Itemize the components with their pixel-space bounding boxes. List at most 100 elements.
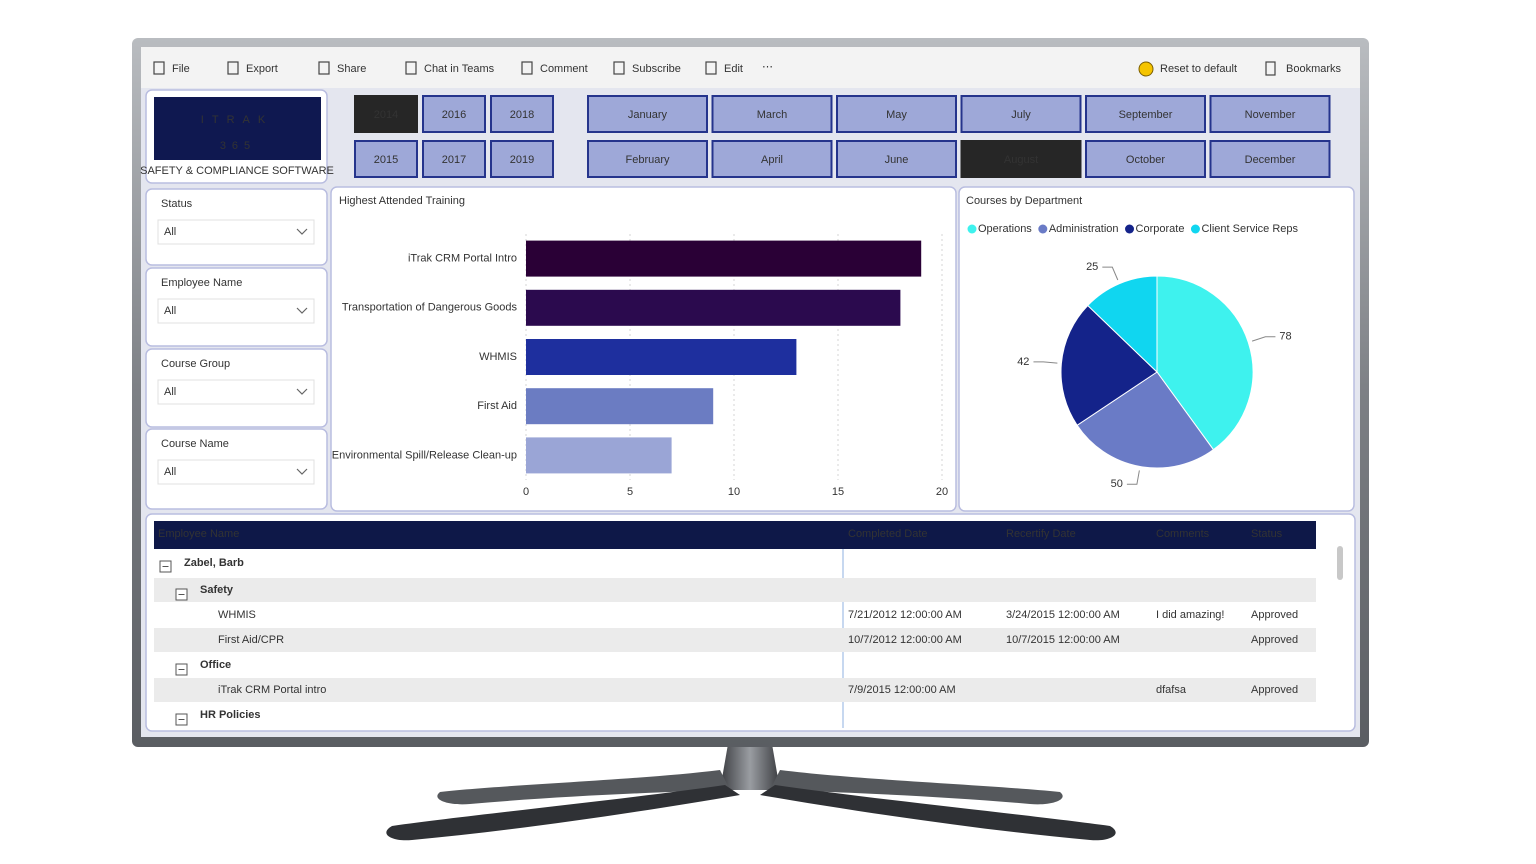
table-header: [154, 521, 1316, 549]
legend-swatch: [1190, 224, 1200, 234]
legend-swatch: [1125, 224, 1135, 234]
y-tick-label: iTrak CRM Portal Intro: [408, 253, 517, 265]
toolbar-button[interactable]: Bookmarks: [1265, 61, 1342, 76]
slicer-button[interactable]: August: [960, 140, 1082, 178]
toolbar-button[interactable]: Edit: [705, 61, 743, 75]
slicer-button[interactable]: 2017: [422, 140, 486, 178]
filter-dropdown[interactable]: All: [157, 219, 315, 245]
button-face: [587, 140, 708, 178]
slicer-button[interactable]: September: [1085, 95, 1206, 133]
table-cell: 10/7/2012 12:00:00 AM: [848, 634, 962, 646]
more-options[interactable]: ⋯: [762, 61, 773, 73]
x-tick-label: 0: [523, 486, 529, 498]
slicer-button[interactable]: 2016: [422, 95, 486, 133]
slicer-button[interactable]: 2015: [354, 140, 418, 178]
row-band: [154, 678, 1316, 702]
logo-subtitle: 365: [220, 140, 256, 152]
row-band: [154, 628, 1316, 652]
slicer-button[interactable]: 2018: [490, 95, 554, 133]
button-face: [1085, 140, 1206, 178]
column-header: Recertify Date: [1006, 528, 1076, 540]
logo-tagline: SAFETY & COMPLIANCE SOFTWARE: [140, 165, 334, 177]
y-tick-label: Transportation of Dangerous Goods: [342, 302, 518, 314]
pie-slice: [1060, 304, 1158, 426]
toolbar-label: File: [172, 63, 190, 75]
toolbar-button[interactable]: Comment: [521, 61, 588, 75]
slicer-button[interactable]: February: [587, 140, 708, 178]
slicer-button[interactable]: July: [960, 95, 1082, 133]
filter-label: Employee Name: [161, 277, 242, 289]
slicer-button[interactable]: October: [1085, 140, 1206, 178]
column-header: Completed Date: [848, 528, 928, 540]
table-panel: [145, 513, 1356, 732]
leader-line: [1251, 336, 1276, 342]
button-face: [1209, 95, 1331, 133]
button-label: July: [1011, 109, 1031, 121]
toolbar-icon: [521, 61, 533, 75]
expand-toggle[interactable]: [175, 713, 188, 726]
leader-line: [1102, 266, 1119, 281]
toolbar-button[interactable]: File: [153, 61, 190, 75]
table-cell: Approved: [1251, 634, 1298, 646]
slicer-button[interactable]: 2014: [354, 95, 418, 133]
data-label: 78: [1279, 331, 1291, 343]
button-face: [354, 140, 418, 178]
slicer-button[interactable]: April: [711, 140, 833, 178]
slicer-button[interactable]: June: [836, 140, 957, 178]
expand-toggle[interactable]: [175, 663, 188, 676]
table-cell: Approved: [1251, 684, 1298, 696]
button-label: February: [625, 154, 670, 166]
legend-label: Client Service Reps: [1201, 223, 1298, 235]
slicer-button[interactable]: 2019: [490, 140, 554, 178]
filter-dropdown[interactable]: All: [157, 298, 315, 324]
toolbar-button[interactable]: Share: [318, 61, 366, 75]
slicer-button[interactable]: November: [1209, 95, 1331, 133]
dropdown-chevron: [296, 228, 308, 235]
button-label: December: [1245, 154, 1296, 166]
button-label: April: [761, 154, 783, 166]
column-header: Status: [1251, 528, 1283, 540]
dropdown-box: [157, 219, 315, 245]
toolbar-icon: [613, 61, 625, 75]
toolbar-button[interactable]: Export: [227, 61, 278, 75]
bar: [526, 437, 672, 474]
filter-dropdown[interactable]: All: [157, 379, 315, 405]
expand-toggle[interactable]: [159, 560, 172, 573]
slicer-button[interactable]: May: [836, 95, 957, 133]
button-face: [422, 95, 486, 133]
bar: [526, 289, 901, 326]
filter-dropdown[interactable]: All: [157, 459, 315, 485]
pie-slice: [1076, 371, 1215, 469]
row-subgroup: Safety: [200, 584, 234, 596]
toolbar-button[interactable]: Chat in Teams: [405, 61, 495, 75]
dropdown-box: [157, 459, 315, 485]
toolbar-icon: [1265, 61, 1276, 76]
button-label: August: [1004, 154, 1038, 166]
logo-box: [154, 97, 321, 160]
button-face: [1209, 140, 1331, 178]
slicer-button[interactable]: March: [711, 95, 833, 133]
slicer-button[interactable]: December: [1209, 140, 1331, 178]
button-label: 2014: [374, 109, 398, 121]
leader-line: [1126, 470, 1140, 485]
legend-label: Operations: [978, 223, 1032, 235]
x-tick-label: 20: [936, 486, 948, 498]
table-cell: WHMIS: [218, 609, 256, 621]
x-tick-label: 15: [832, 486, 844, 498]
button-face: [587, 95, 708, 133]
button-label: October: [1126, 154, 1165, 166]
expand-toggle[interactable]: [175, 588, 188, 601]
slicer-button[interactable]: January: [587, 95, 708, 133]
button-label: January: [628, 109, 668, 121]
toolbar-label: Edit: [724, 63, 743, 75]
table-cell: dfafsa: [1156, 684, 1187, 696]
row-group: Zabel, Barb: [184, 557, 244, 569]
toolbar-button[interactable]: Subscribe: [613, 61, 681, 75]
toolbar-icon: [227, 61, 239, 75]
toolbar-button[interactable]: Reset to default: [1138, 61, 1237, 77]
data-label: 42: [1017, 356, 1029, 368]
button-label: 2018: [510, 109, 534, 121]
chart-title: Highest Attended Training: [339, 195, 465, 207]
x-tick-label: 5: [627, 486, 633, 498]
table-cell: iTrak CRM Portal intro: [218, 684, 326, 696]
